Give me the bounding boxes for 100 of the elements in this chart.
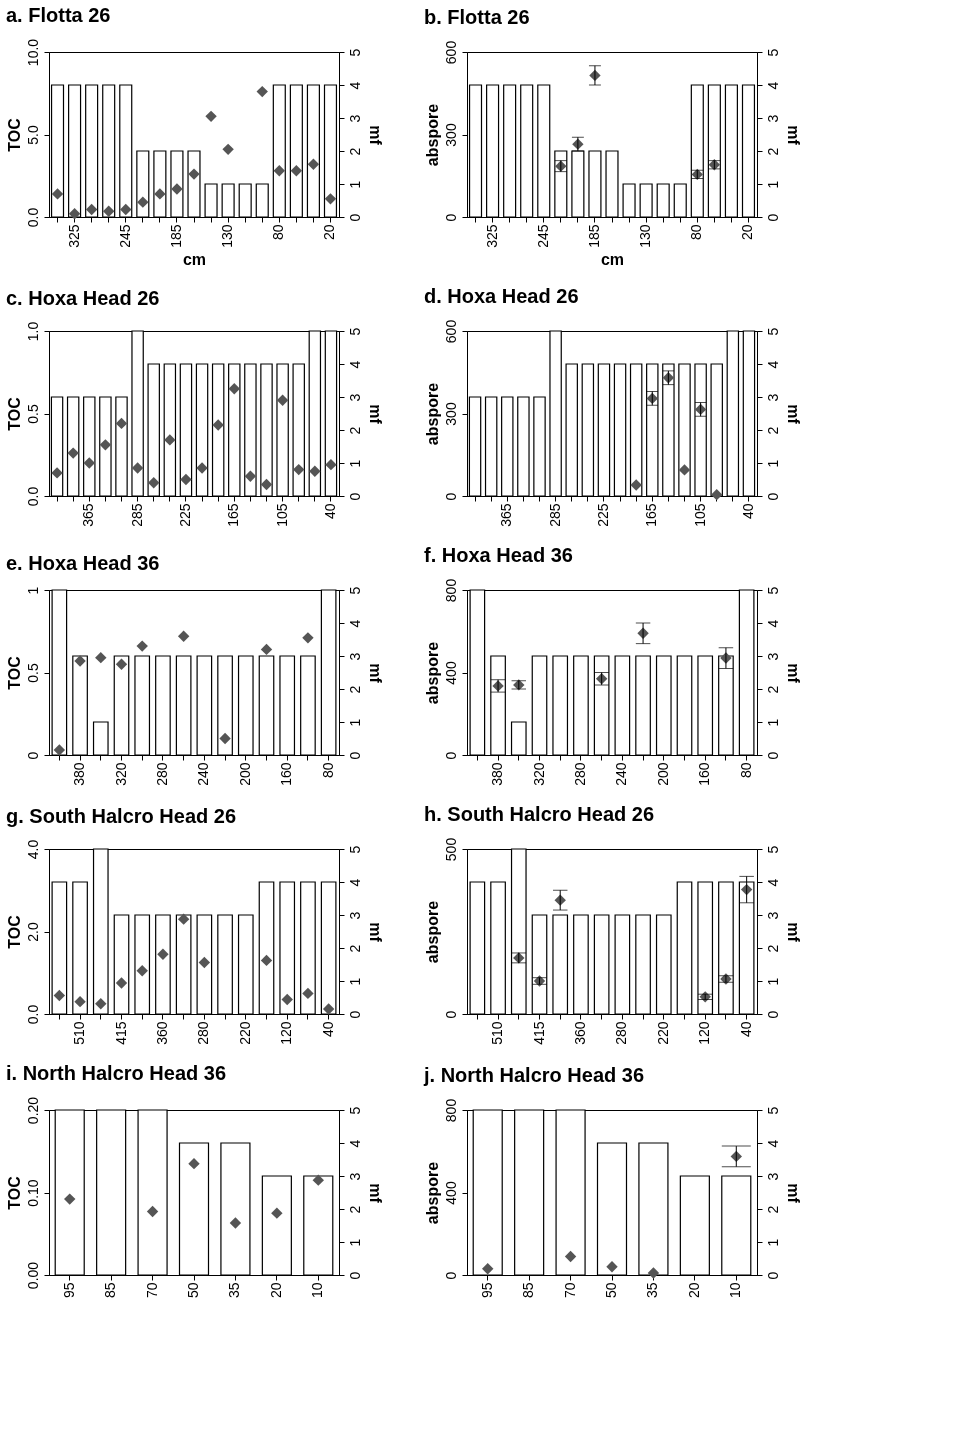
x-tick-label: 130 <box>637 224 654 248</box>
y2-tick-label: 3 <box>764 652 781 661</box>
x-tick-label: 200 <box>236 762 253 786</box>
point <box>148 477 160 489</box>
y2-tick-label: 4 <box>764 619 781 628</box>
y2-tick-label: 5 <box>346 1106 363 1115</box>
point <box>64 1193 76 1205</box>
y-axis-title: TOC <box>5 914 23 949</box>
point <box>276 394 289 406</box>
y2-tick-label: 3 <box>764 1172 781 1181</box>
y2-tick-label: 5 <box>346 586 363 595</box>
point <box>177 913 190 925</box>
point <box>188 168 200 180</box>
x-tick-label: 380 <box>489 762 506 786</box>
y-tick-label: 300 <box>442 402 459 426</box>
x-tick-label: 360 <box>571 1021 588 1045</box>
point <box>157 948 169 960</box>
point <box>68 208 81 220</box>
y-tick-label: 1.0 <box>24 321 41 342</box>
y-axis-title: abspore <box>423 641 441 705</box>
y2-axis-title: mf <box>366 922 384 943</box>
y2-tick-label: 2 <box>764 147 781 156</box>
x-tick-label: 20 <box>321 224 338 241</box>
point <box>307 158 320 170</box>
point <box>482 1263 494 1275</box>
x-tick-label: 415 <box>530 1021 547 1045</box>
point <box>83 457 95 469</box>
y-axis-title: abspore <box>423 900 441 964</box>
x-tick-label: 160 <box>696 762 713 786</box>
y2-tick-label: 4 <box>346 878 363 887</box>
y2-tick-label: 4 <box>346 1139 363 1148</box>
point <box>136 964 148 977</box>
y-tick-label: 800 <box>442 1098 459 1123</box>
point <box>260 643 273 656</box>
x-tick-label: 10 <box>309 1282 326 1299</box>
x-tick-label: 200 <box>654 762 671 786</box>
point <box>324 193 337 205</box>
point <box>322 1003 335 1015</box>
x-tick-label: 165 <box>225 503 242 527</box>
point <box>281 993 293 1006</box>
y2-tick-label: 2 <box>764 426 781 435</box>
point <box>115 417 128 430</box>
y-tick-label: 400 <box>442 661 459 685</box>
x-tick-label: 245 <box>534 224 551 248</box>
y2-tick-label: 0 <box>764 751 781 760</box>
y2-tick-label: 4 <box>764 81 781 90</box>
x-tick-label: 10 <box>727 1282 744 1299</box>
x-tick-label: 70 <box>143 1282 160 1299</box>
x-tick-label: 40 <box>319 1021 336 1038</box>
x-tick-label: 380 <box>71 762 88 786</box>
y-axis-title: TOC <box>5 396 23 431</box>
point <box>678 464 691 476</box>
y2-tick-label: 3 <box>346 114 363 123</box>
x-tick-label: 85 <box>102 1282 119 1299</box>
point <box>244 470 257 482</box>
x-tick-label: 40 <box>737 1021 754 1038</box>
y2-tick-label: 2 <box>764 1205 781 1214</box>
x-tick-label: 510 <box>71 1021 88 1045</box>
y2-tick-label: 3 <box>346 393 363 402</box>
x-tick-label: 40 <box>321 503 338 520</box>
x-tick-label: 95 <box>60 1282 77 1299</box>
point <box>229 1217 242 1229</box>
y2-axis-title: mf <box>784 1183 802 1204</box>
y2-tick-label: 3 <box>764 911 781 920</box>
y2-tick-label: 1 <box>764 977 781 986</box>
y-tick-label: 400 <box>442 1181 459 1205</box>
point <box>188 1157 200 1170</box>
x-tick-label: 120 <box>696 1021 713 1045</box>
y2-axis-title: mf <box>784 404 802 425</box>
x-tick-label: 365 <box>498 503 515 527</box>
x-tick-label: 510 <box>489 1021 506 1045</box>
point <box>290 165 303 177</box>
x-tick-label: 50 <box>603 1282 619 1299</box>
x-tick-label: 325 <box>483 224 500 248</box>
y-axis-title: abspore <box>423 1161 441 1225</box>
point <box>53 989 66 1002</box>
y2-tick-label: 1 <box>764 459 781 468</box>
point <box>312 1174 324 1186</box>
y2-tick-label: 0 <box>764 1010 781 1019</box>
y2-tick-label: 4 <box>764 1139 781 1148</box>
point <box>51 188 64 200</box>
y-tick-label: 10.0 <box>24 38 41 67</box>
x-tick-label: 225 <box>176 503 193 527</box>
y2-tick-label: 0 <box>346 213 363 222</box>
x-tick-label: 185 <box>585 224 602 248</box>
y2-tick-label: 4 <box>346 619 363 628</box>
y-tick-label: 2.0 <box>24 922 41 942</box>
point <box>74 995 86 1008</box>
point <box>271 1207 283 1219</box>
y-tick-label: 800 <box>442 578 459 603</box>
x-tick-label: 85 <box>520 1282 537 1299</box>
y2-tick-label: 3 <box>346 911 363 920</box>
point <box>302 987 314 1000</box>
point <box>85 203 98 216</box>
y2-tick-label: 3 <box>346 1172 363 1181</box>
x-tick-label: 225 <box>594 503 611 527</box>
point <box>136 640 148 652</box>
y-tick-label: 5.0 <box>24 125 41 145</box>
x-tick-label: 20 <box>267 1282 284 1299</box>
y2-tick-label: 1 <box>346 1238 363 1247</box>
